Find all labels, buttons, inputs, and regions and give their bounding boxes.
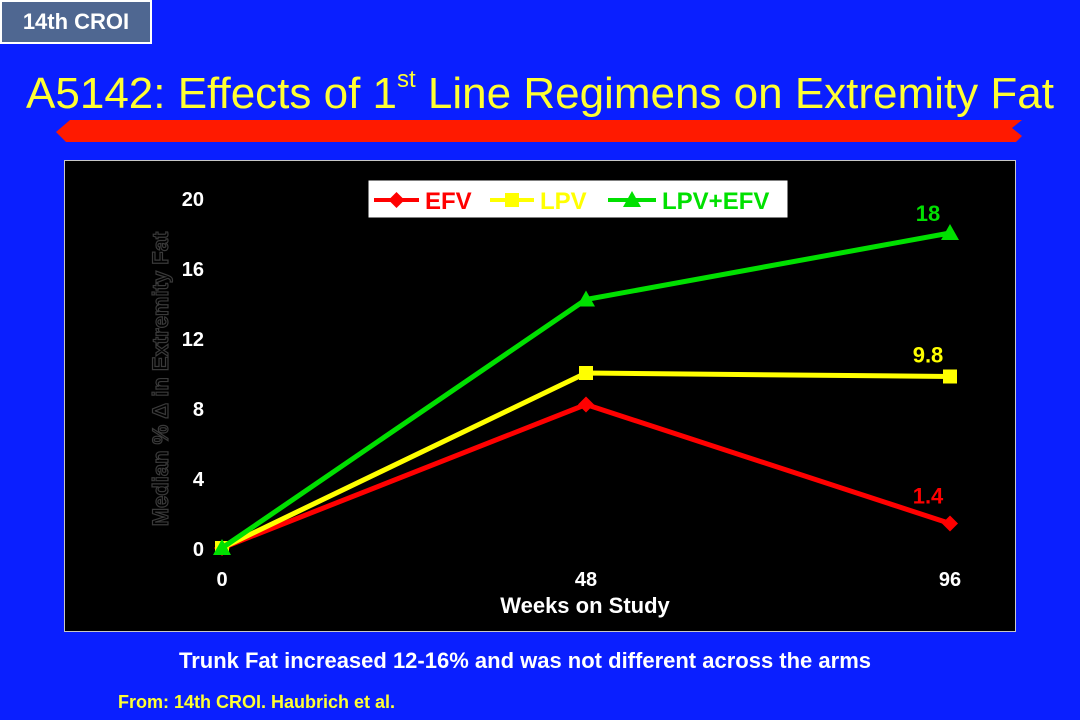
series-line-lpv-efv: [220, 230, 951, 551]
legend-box: [367, 179, 789, 219]
data-point-square: [579, 366, 593, 380]
title-superscript: st: [397, 66, 416, 93]
y-tick-label: 8: [193, 399, 204, 421]
data-label: 1.4: [913, 484, 944, 509]
legend-label: LPV: [540, 188, 587, 215]
data-label: 18: [916, 201, 940, 226]
line-chart: Median % Δ in Extremity Fat Weeks on Stu…: [147, 179, 961, 618]
title-suffix: Line Regimens on Extremity Fat: [415, 69, 1054, 118]
y-tick-label: 0: [193, 539, 204, 561]
trunk-fat-caption: Trunk Fat increased 12-16% and was not d…: [178, 648, 871, 673]
legend-swatch-marker: [505, 193, 519, 207]
legend-label: LPV+EFV: [662, 188, 769, 215]
legend-swatch-marker: [388, 192, 405, 208]
title-prefix: A5142: Effects of 1: [26, 69, 398, 118]
source-citation: From: 14th CROI. Haubrich et al.: [118, 692, 396, 712]
x-axis-label: Weeks on Study: [500, 593, 670, 618]
data-point-triangle: [941, 224, 959, 240]
y-tick-label: 12: [182, 329, 204, 351]
y-tick-label: 16: [182, 259, 204, 281]
x-tick-label: 48: [575, 569, 597, 591]
title-underline-bar: [56, 120, 1022, 142]
data-point-triangle: [577, 290, 595, 307]
data-point-triangle: [213, 539, 231, 555]
legend-swatch-marker: [623, 191, 641, 207]
x-tick-label: 0: [216, 569, 227, 591]
slide-title: A5142: Effects of 1st Line Regimens on E…: [0, 64, 1080, 124]
y-axis-label: Median % Δ in Extremity Fat: [148, 231, 173, 526]
data-point-square: [943, 369, 957, 384]
conference-badge: 14th CROI: [0, 0, 152, 44]
x-tick-label: 96: [939, 569, 961, 591]
data-point-diamond: [578, 396, 594, 413]
legend-label: EFV: [425, 188, 472, 215]
data-point-diamond: [942, 515, 958, 532]
y-tick-label: 20: [182, 189, 204, 211]
data-label: 9.8: [913, 343, 944, 368]
y-tick-label: 4: [193, 469, 205, 491]
chart-legend: EFV LPV LPV+EFV: [367, 179, 789, 219]
